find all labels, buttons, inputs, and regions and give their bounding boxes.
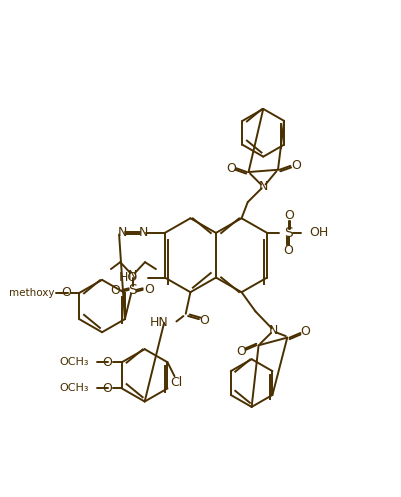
Text: methoxy: methoxy xyxy=(9,288,55,298)
Text: HN: HN xyxy=(150,317,169,330)
Text: O: O xyxy=(236,345,246,358)
Text: O: O xyxy=(62,286,71,300)
Text: N: N xyxy=(259,180,268,193)
Text: O: O xyxy=(285,209,295,222)
Text: N: N xyxy=(117,227,127,240)
Text: N: N xyxy=(269,324,278,337)
Text: S: S xyxy=(284,226,293,240)
Text: O: O xyxy=(102,356,112,369)
Text: Cl: Cl xyxy=(171,376,183,389)
Text: O: O xyxy=(283,244,293,257)
Text: OCH₃: OCH₃ xyxy=(60,383,89,394)
Text: N: N xyxy=(138,227,148,240)
Text: O: O xyxy=(199,314,209,327)
Text: O: O xyxy=(145,283,155,296)
Text: O: O xyxy=(291,160,301,172)
Text: HO: HO xyxy=(118,271,138,284)
Text: S: S xyxy=(128,283,137,297)
Text: OH: OH xyxy=(309,227,328,240)
Text: N: N xyxy=(128,269,137,282)
Text: O: O xyxy=(300,325,310,338)
Text: O: O xyxy=(102,382,112,395)
Text: OCH₃: OCH₃ xyxy=(60,357,89,367)
Text: O: O xyxy=(111,284,121,297)
Text: O: O xyxy=(227,162,237,175)
